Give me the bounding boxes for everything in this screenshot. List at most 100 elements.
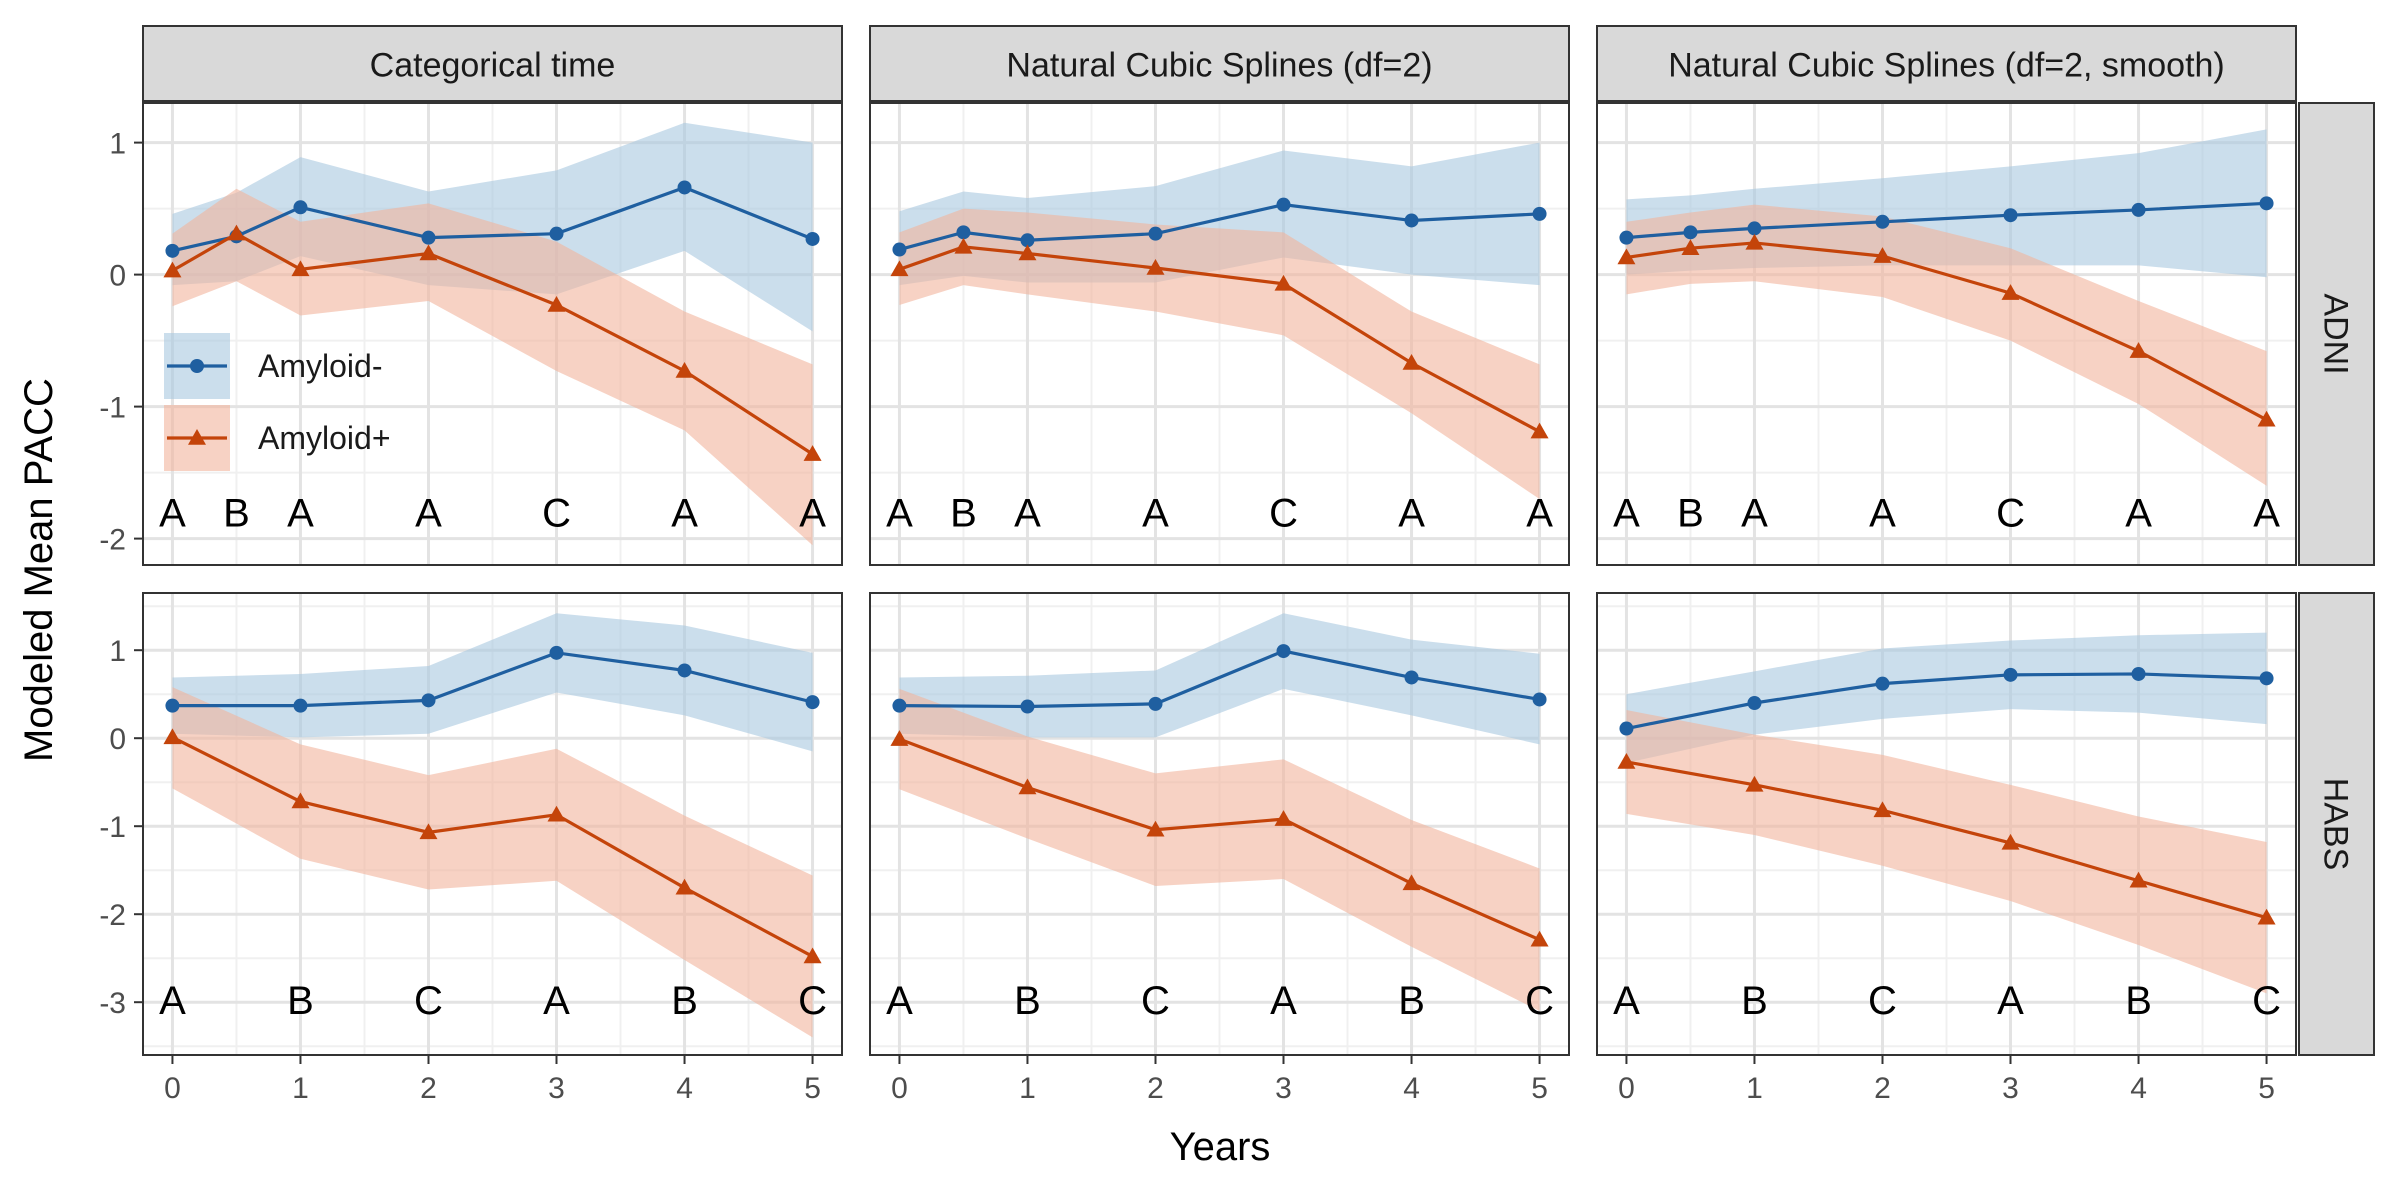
y-tick-label: 1 (109, 635, 126, 668)
row-strip-habs (2298, 592, 2375, 1056)
facet-strip-3 (1596, 25, 2297, 102)
data-point-amyloid (1747, 221, 1762, 236)
panel-border (142, 102, 843, 566)
data-point-amyloid (890, 260, 909, 277)
data-point-amyloid (2257, 410, 2276, 427)
x-tick-label: 1 (1019, 1072, 1036, 1105)
data-point-amyloid (291, 260, 310, 277)
panel-border (869, 102, 1570, 566)
group-letter-label: A (886, 492, 913, 536)
data-point-amyloid (293, 200, 308, 215)
group-letter-label: A (1613, 492, 1640, 536)
data-point-amyloid (2131, 202, 2146, 217)
y-tick-label: 0 (109, 260, 126, 293)
y-tick-label: 0 (109, 723, 126, 756)
panel-border (1596, 592, 2297, 1056)
x-tick-label: 5 (1531, 1072, 1548, 1105)
data-point-amyloid (2003, 667, 2018, 682)
group-letter-label: C (1525, 979, 1554, 1023)
x-tick-label: 1 (1746, 1072, 1763, 1105)
group-letter-label: A (543, 979, 570, 1023)
group-letter-label: A (415, 492, 442, 536)
data-point-amyloid (1402, 354, 1421, 370)
series-line-amyloid (898, 737, 1541, 942)
group-letter-label: A (1526, 492, 1553, 536)
data-point-amyloid (547, 805, 566, 822)
group-letter-label: B (1014, 979, 1041, 1023)
x-tick-label: 0 (1618, 1072, 1635, 1105)
data-point-amyloid (165, 698, 180, 713)
y-tick-label: -1 (99, 392, 126, 425)
data-point-amyloid (1018, 778, 1037, 795)
data-point-amyloid (675, 361, 694, 378)
legend-key-marker-amyloid (188, 429, 206, 445)
group-letter-label: A (159, 979, 186, 1023)
data-point-amyloid (1530, 930, 1549, 947)
confidence-band-amyloid (1626, 710, 2267, 994)
group-letter-label: A (2253, 492, 2280, 536)
group-letter-label: A (1997, 979, 2024, 1023)
group-letter-label: A (671, 492, 698, 536)
panels-layer: Categorical time Natural Cubic Splines (d… (99, 25, 2375, 1105)
row-strip-adni (2298, 102, 2375, 566)
series-line-amyloid (899, 649, 1540, 709)
data-point-amyloid (956, 225, 971, 240)
group-letter-label: C (798, 979, 827, 1023)
x-tick-label: 2 (1874, 1072, 1891, 1105)
data-point-amyloid (2001, 833, 2020, 850)
group-letter-label: B (287, 979, 314, 1023)
data-point-amyloid (1020, 233, 1035, 248)
data-point-amyloid (1681, 239, 1700, 255)
group-letter-label: A (1613, 979, 1640, 1023)
facet-strip-2 (869, 25, 1570, 102)
confidence-band-amyloid (172, 188, 813, 546)
y-tick-label: -3 (99, 987, 126, 1020)
x-tick-label: 5 (804, 1072, 821, 1105)
data-point-amyloid (165, 243, 180, 258)
data-point-amyloid (1532, 206, 1547, 221)
data-point-amyloid (1532, 692, 1547, 707)
data-point-amyloid (419, 823, 438, 840)
data-point-amyloid (1875, 676, 1890, 691)
group-letter-label: C (542, 492, 571, 536)
group-letter-label: C (414, 979, 443, 1023)
group-letter-label: B (950, 492, 977, 536)
data-point-amyloid (421, 230, 436, 245)
x-tick-label: 0 (891, 1072, 908, 1105)
data-point-amyloid (677, 180, 692, 195)
x-tick-label: 0 (164, 1072, 181, 1105)
row-strip-label-habs: HABS (2317, 778, 2355, 871)
group-letter-label: A (1869, 492, 1896, 536)
group-letter-label: B (223, 492, 250, 536)
data-point-amyloid (1274, 810, 1293, 826)
data-point-amyloid (1146, 820, 1165, 837)
group-letter-label: C (1868, 979, 1897, 1023)
data-point-amyloid (1404, 213, 1419, 228)
x-tick-label: 5 (2258, 1072, 2275, 1105)
data-point-amyloid (2003, 208, 2018, 223)
panel-border (142, 592, 843, 1056)
group-letter-label: A (886, 979, 913, 1023)
data-point-amyloid (1404, 670, 1419, 685)
confidence-band-amyloid (1626, 204, 2267, 486)
data-point-amyloid (163, 261, 182, 278)
data-point-amyloid (2257, 908, 2276, 925)
group-letter-label: A (1741, 492, 1768, 536)
confidence-band-amyloid (899, 688, 1540, 1011)
x-tick-label: 4 (2130, 1072, 2147, 1105)
data-point-amyloid (805, 231, 820, 246)
facet-strip-1 (142, 25, 843, 102)
group-letter-label: B (671, 979, 698, 1023)
data-point-amyloid (2001, 284, 2020, 300)
data-point-amyloid (892, 698, 907, 713)
group-letter-label: B (1677, 492, 1704, 536)
x-tick-label: 2 (420, 1072, 437, 1105)
y-tick-label: -1 (99, 811, 126, 844)
data-point-amyloid (421, 693, 436, 708)
y-tick-label: -2 (99, 524, 126, 557)
confidence-band-amyloid (172, 613, 813, 752)
data-point-amyloid (1617, 248, 1636, 265)
